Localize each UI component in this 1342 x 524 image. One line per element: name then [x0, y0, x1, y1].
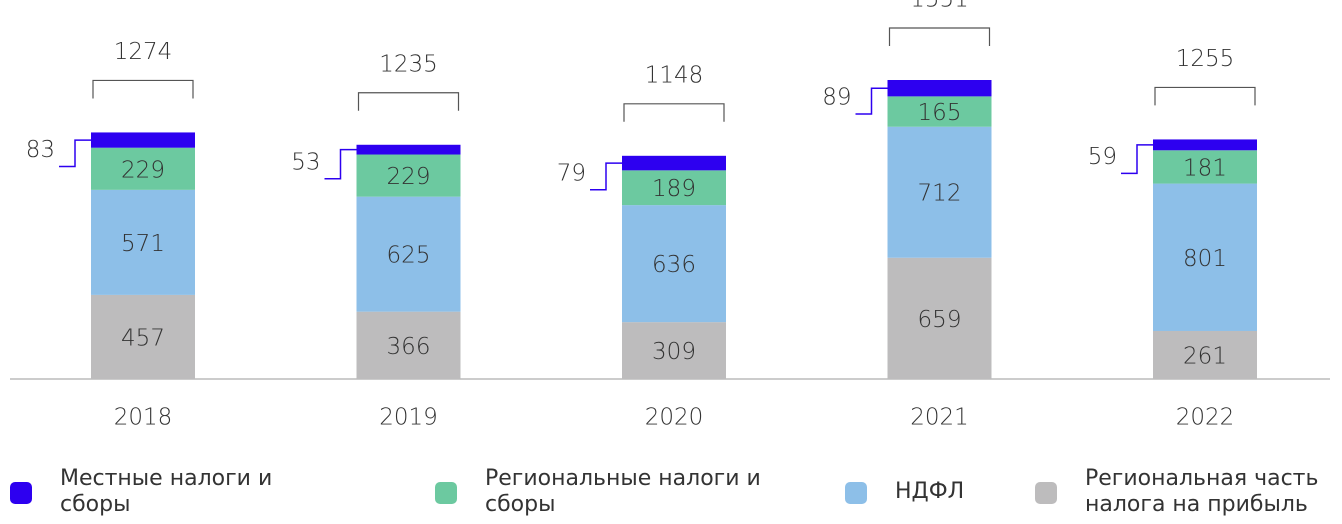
value-label: 366 — [387, 334, 431, 360]
bar-segment — [91, 189, 195, 295]
bar-segment — [887, 126, 992, 258]
legend-label: Региональная часть налога на прибыль — [1085, 466, 1319, 517]
value-label: 53 — [291, 149, 320, 175]
total-label: 1255 — [1176, 46, 1235, 72]
total-label: 1235 — [379, 51, 438, 77]
value-label: 309 — [652, 339, 696, 365]
bar-segment — [91, 147, 195, 190]
value-label: 636 — [652, 252, 696, 278]
value-label: 229 — [121, 157, 165, 183]
total-bracket — [1154, 86, 1256, 106]
bar-segment — [91, 132, 195, 148]
bar-segment — [91, 294, 195, 379]
x-tick-label: 2020 — [645, 405, 704, 431]
bar-segment — [887, 96, 992, 127]
bar-segment — [1153, 139, 1257, 151]
legend-swatch — [845, 482, 867, 504]
value-label: 189 — [652, 176, 696, 202]
bar-segment — [356, 196, 461, 312]
legend-label: НДФЛ — [895, 479, 965, 504]
value-label: 83 — [26, 137, 55, 163]
chart: 2018 457 571 229 83 1274 2019 366 625 229 53 1235 20… — [10, 0, 1330, 431]
value-label: 712 — [918, 181, 962, 207]
total-label: 1274 — [114, 39, 173, 65]
x-tick-label: 2018 — [114, 405, 173, 431]
x-tick-label: 2022 — [1176, 405, 1235, 431]
value-label: 261 — [1183, 343, 1227, 369]
bar-segment — [356, 144, 461, 155]
total-bracket — [623, 103, 725, 122]
bar-segment — [1153, 183, 1257, 331]
leader-line — [1121, 144, 1153, 175]
total-label: 1551 — [910, 0, 969, 13]
legend-item: Региональные налоги и сборы — [435, 466, 825, 518]
legend-label: Региональные налоги и сборы — [485, 466, 761, 517]
leader-line — [590, 162, 622, 191]
total-bracket — [888, 27, 991, 46]
bar-segment — [622, 155, 726, 171]
total-label: 1148 — [645, 62, 704, 88]
value-label: 571 — [121, 231, 165, 257]
leader-line — [855, 87, 888, 115]
legend: Местные налоги и сборы Региональные налог… — [0, 462, 1342, 524]
total-bracket — [92, 79, 194, 99]
value-label: 165 — [918, 100, 962, 126]
bar-segment — [1153, 150, 1257, 184]
value-label: 229 — [387, 164, 431, 190]
value-label: 801 — [1183, 246, 1227, 272]
bar-segment — [1153, 330, 1257, 379]
value-label: 59 — [1088, 144, 1117, 170]
bar-segment — [356, 154, 461, 197]
bar-segment — [887, 257, 992, 379]
legend-swatch — [10, 482, 32, 504]
total-bracket — [357, 92, 460, 111]
x-tick-label: 2021 — [910, 405, 969, 431]
bar-segment — [887, 80, 992, 97]
legend-item: НДФЛ — [845, 466, 1035, 505]
legend-swatch — [435, 482, 457, 504]
bar-segment — [622, 205, 726, 323]
leader-line — [59, 139, 91, 168]
legend-swatch — [1035, 482, 1057, 504]
bar-segment — [622, 170, 726, 206]
value-label: 89 — [822, 85, 851, 111]
value-label: 659 — [918, 307, 962, 333]
value-label: 79 — [557, 160, 586, 186]
bar-segment — [622, 322, 726, 379]
x-tick-label: 2019 — [379, 405, 438, 431]
legend-item: Местные налоги и сборы — [10, 466, 320, 518]
leader-line — [324, 148, 357, 180]
legend-label: Местные налоги и сборы — [60, 466, 273, 517]
value-label: 625 — [387, 243, 431, 269]
value-label: 457 — [121, 325, 165, 351]
bar-segment — [356, 311, 461, 379]
value-label: 181 — [1183, 155, 1227, 181]
legend-item: Региональная часть налога на прибыль — [1035, 466, 1342, 518]
